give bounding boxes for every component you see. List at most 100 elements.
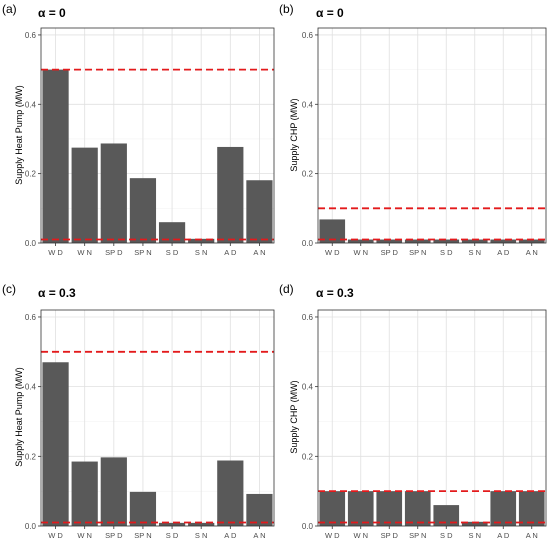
y-tick-label: 0.6 bbox=[302, 31, 314, 40]
y-tick-label: 0.4 bbox=[25, 383, 37, 392]
bar-w-n bbox=[347, 491, 374, 526]
plot-area: 0.0 0.2 0.4 0.6 W D W N SP D SP N S D S N A D A N bbox=[302, 309, 547, 540]
bar-sp-d bbox=[376, 491, 403, 526]
x-tick-label: SP N bbox=[134, 248, 151, 257]
bar-w-d bbox=[319, 491, 346, 526]
bar-sp-n bbox=[129, 178, 157, 243]
plot-background bbox=[318, 310, 546, 526]
x-tick-label: A N bbox=[253, 248, 265, 257]
panel-tag: (c) bbox=[2, 282, 16, 296]
y-tick-label: 0.0 bbox=[25, 239, 37, 248]
x-tick-label: A D bbox=[224, 531, 237, 540]
x-tick-label: W N bbox=[353, 248, 368, 257]
plot-area: 0.0 0.2 0.4 0.6 W D W N SP D SP N S D S N A D A N bbox=[25, 309, 275, 540]
bar-s-n bbox=[188, 238, 215, 243]
panel-c: (c) α = 0.3 Supply Heat Pump (MW) 0.0 0.2… bbox=[2, 282, 275, 540]
x-tick-label: A D bbox=[497, 531, 510, 540]
bar-s-d bbox=[433, 505, 460, 526]
y-axis-label: Supply Heat Pump (MW) bbox=[14, 367, 24, 467]
x-tick-label: SP N bbox=[134, 531, 151, 540]
y-tick-label: 0.6 bbox=[25, 313, 37, 322]
bar-s-n bbox=[461, 239, 488, 243]
x-tick-label: S D bbox=[440, 531, 453, 540]
bar-a-d bbox=[490, 239, 517, 243]
bar-w-n bbox=[347, 239, 374, 243]
x-tick-label: SP D bbox=[105, 531, 123, 540]
alpha-label: α = 0 bbox=[38, 6, 66, 20]
y-tick-label: 0.6 bbox=[302, 313, 314, 322]
x-tick-label: SP D bbox=[105, 248, 123, 257]
bar-a-d bbox=[217, 146, 244, 243]
y-axis-label: Supply CHP (MW) bbox=[289, 98, 299, 171]
x-tick-label: S D bbox=[166, 248, 179, 257]
bar-sp-d bbox=[100, 457, 127, 526]
x-tick-label: SP D bbox=[381, 248, 399, 257]
bar-a-n bbox=[246, 493, 273, 526]
x-tick-label: W D bbox=[48, 248, 63, 257]
plot-border bbox=[40, 309, 275, 527]
x-tick-label: A N bbox=[253, 531, 265, 540]
x-tick-label: S N bbox=[195, 531, 208, 540]
plot-background bbox=[318, 28, 546, 243]
bar-s-n bbox=[188, 522, 215, 526]
x-tick-label: W N bbox=[77, 248, 92, 257]
y-axis-label: Supply Heat Pump (MW) bbox=[14, 85, 24, 185]
bar-sp-d bbox=[100, 143, 127, 243]
bar-a-n bbox=[518, 491, 545, 526]
plot-border bbox=[317, 27, 547, 244]
bar-a-d bbox=[217, 460, 244, 526]
x-tick-label: S D bbox=[440, 248, 453, 257]
x-tick-label: W D bbox=[325, 248, 340, 257]
panel-tag: (b) bbox=[279, 2, 294, 16]
bar-s-d bbox=[158, 222, 186, 243]
panel-b: (b) α = 0 Supply CHP (MW) 0.0 0.2 0.4 0.6 W … bbox=[279, 2, 547, 257]
y-tick-label: 0.4 bbox=[25, 100, 37, 109]
y-tick-label: 0.4 bbox=[302, 383, 314, 392]
x-tick-label: SP N bbox=[409, 248, 426, 257]
x-tick-label: S N bbox=[195, 248, 208, 257]
bar-w-n bbox=[71, 461, 98, 526]
x-tick-label: A N bbox=[526, 531, 538, 540]
alpha-label: α = 0 bbox=[316, 6, 344, 20]
bar-sp-d bbox=[376, 239, 403, 243]
bar-s-d bbox=[158, 522, 186, 526]
plot-border bbox=[40, 27, 275, 244]
bar-w-d bbox=[42, 69, 69, 243]
bar-s-n bbox=[461, 521, 488, 526]
y-tick-label: 0.0 bbox=[302, 522, 314, 531]
plot-area: 0.0 0.2 0.4 0.6 W D W N SP D SP N S D S N A D A N bbox=[25, 27, 275, 257]
bar-a-n bbox=[246, 180, 273, 243]
y-tick-label: 0.6 bbox=[25, 31, 37, 40]
x-tick-label: S D bbox=[166, 531, 179, 540]
panel-d: (d) α = 0.3 Supply CHP (MW) 0.0 0.2 0.4 0.6… bbox=[279, 282, 547, 540]
y-axis-label: Supply CHP (MW) bbox=[289, 380, 299, 453]
x-tick-label: A D bbox=[497, 248, 510, 257]
plot-area: 0.0 0.2 0.4 0.6 W D W N SP D SP N S D S N A D A N bbox=[302, 27, 547, 257]
alpha-label: α = 0.3 bbox=[316, 286, 354, 300]
bar-sp-n bbox=[404, 491, 431, 526]
x-tick-label: W D bbox=[325, 531, 340, 540]
y-tick-label: 0.2 bbox=[302, 170, 314, 179]
bar-a-d bbox=[490, 491, 517, 526]
bar-w-d bbox=[319, 219, 346, 243]
alpha-label: α = 0.3 bbox=[38, 286, 76, 300]
y-tick-label: 0.0 bbox=[25, 522, 37, 531]
panel-tag: (d) bbox=[279, 282, 294, 296]
y-tick-label: 0.2 bbox=[25, 452, 37, 461]
x-tick-label: W N bbox=[77, 531, 92, 540]
x-tick-label: SP D bbox=[381, 531, 399, 540]
x-tick-label: S N bbox=[468, 531, 481, 540]
bar-a-n bbox=[518, 239, 545, 243]
x-tick-label: S N bbox=[468, 248, 481, 257]
x-tick-label: A N bbox=[526, 248, 538, 257]
bar-w-n bbox=[71, 147, 98, 243]
bar-sp-n bbox=[129, 491, 157, 526]
y-tick-label: 0.2 bbox=[302, 452, 314, 461]
x-tick-label: W N bbox=[353, 531, 368, 540]
bar-s-d bbox=[433, 239, 460, 243]
plot-border bbox=[317, 309, 547, 527]
x-tick-label: A D bbox=[224, 248, 237, 257]
y-tick-label: 0.0 bbox=[302, 239, 314, 248]
panel-a: (a) α = 0 Supply Heat Pump (MW) 0.00.20.… bbox=[2, 2, 275, 257]
